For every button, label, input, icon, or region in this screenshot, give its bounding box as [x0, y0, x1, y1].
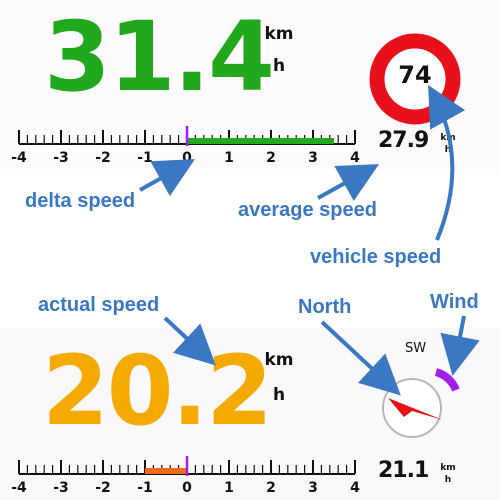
top-scale-label: 4 — [350, 150, 360, 166]
annotation-average-speed: average speed — [238, 199, 377, 221]
delta-speed-arrow — [139, 159, 195, 197]
average-speed-value: 27.9 — [378, 128, 429, 153]
bottom-speed-unit-top: km — [264, 350, 294, 370]
bottom-scale-label: -2 — [95, 480, 111, 496]
annotation-vehicle-speed: vehicle speed — [310, 246, 442, 268]
bottom-speed-unit-bottom: h — [272, 385, 286, 405]
top-scale-label: 1 — [224, 150, 234, 166]
bottom-scale-label: 4 — [350, 480, 360, 496]
top-scale-label: 2 — [266, 150, 276, 166]
annotation-delta-speed: delta speed — [25, 190, 136, 212]
top-scale-label: -4 — [11, 150, 27, 166]
top-scale-label: 0 — [182, 150, 192, 166]
top-scale-label: -3 — [53, 150, 69, 166]
speed-limit-value: 74 — [398, 61, 432, 89]
bottom-scale-label: -3 — [53, 480, 69, 496]
bottom-scale-label: 0 — [182, 480, 192, 496]
annotation-actual-speed: actual speed — [38, 294, 160, 316]
bottom-average-speed-value: 21.1 — [378, 458, 429, 483]
actual-speed-arrow — [163, 316, 216, 366]
annotation-north: North — [298, 296, 352, 318]
bottom-scale-label: -4 — [11, 480, 27, 496]
top-scale-label: -2 — [95, 150, 111, 166]
top-scale-label: 3 — [308, 150, 318, 166]
wind-arrow-pointer — [440, 315, 480, 376]
speed-unit-bottom: h — [272, 56, 286, 76]
bottom-scale-label: 1 — [224, 480, 234, 496]
north-arrow-pointer — [320, 320, 401, 396]
actual-speed-value: 20.2 — [42, 335, 273, 447]
speed-unit-top: km — [264, 24, 294, 44]
average-speed-unit-bottom: h — [444, 145, 452, 155]
annotation-wind: Wind — [430, 291, 479, 313]
vehicle-speed-arrow — [428, 85, 466, 241]
average-speed-arrow — [317, 164, 379, 202]
top-scale-label: -1 — [137, 150, 153, 166]
delta-speed-value: 31.4 — [44, 1, 275, 113]
bottom-scale-label: -1 — [137, 480, 153, 496]
wind-indicator-icon — [434, 368, 460, 392]
wind-direction-label: SW — [405, 341, 427, 356]
bottom-scale-label: 3 — [308, 480, 318, 496]
bottom-average-speed-unit-top: km — [440, 463, 456, 473]
compass — [382, 368, 460, 438]
north-arrow-icon — [388, 398, 443, 420]
bottom-average-speed-unit-bottom: h — [444, 475, 452, 485]
bottom-scale-label: 2 — [266, 480, 276, 496]
